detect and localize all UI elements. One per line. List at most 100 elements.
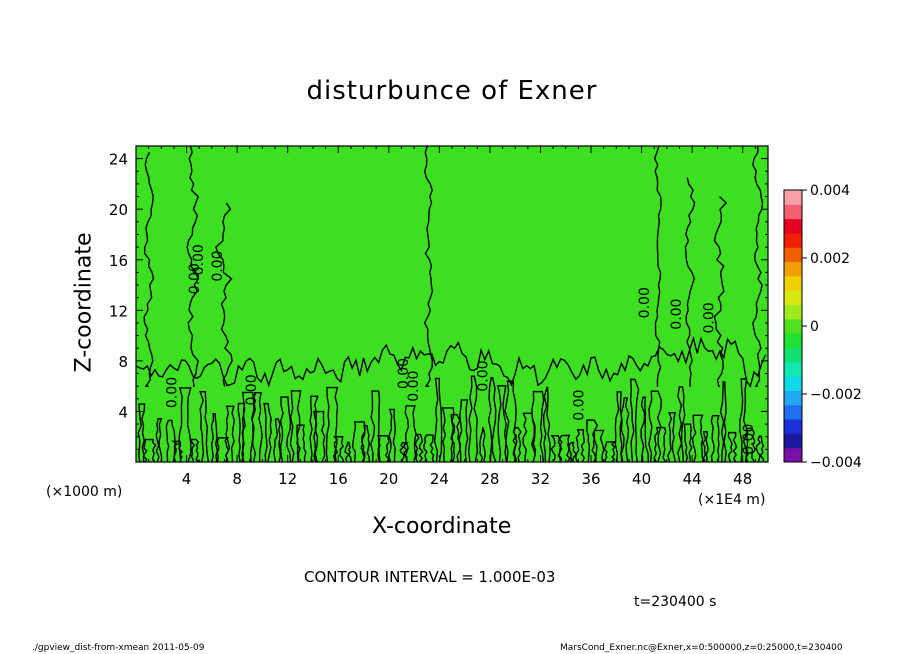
colorbar-tick-label: 0.004 <box>810 183 850 199</box>
colorbar-segment <box>784 275 802 291</box>
x-tick-label: 32 <box>531 470 550 488</box>
y-tick-label: 24 <box>109 151 128 169</box>
footer-left: ./gpview_dist-from-xmean 2011-05-09 <box>32 643 205 653</box>
contour-line <box>251 392 263 463</box>
colorbar: 0.004 0.002 0 −0.002 −0.004 <box>783 183 862 471</box>
contour-line <box>640 396 649 463</box>
x-tick-label: 20 <box>379 470 398 488</box>
contour-line <box>399 441 410 463</box>
contour-line <box>701 430 709 463</box>
contour-line <box>423 434 435 463</box>
contour-label: 0.00 <box>187 263 203 294</box>
contour-line <box>296 424 307 463</box>
chart-title: disturbunce of Exner <box>306 76 598 106</box>
colorbar-segment <box>784 304 802 320</box>
contour-line <box>752 145 764 387</box>
x-tick-label: 44 <box>683 470 702 488</box>
contour-interval-text: CONTOUR INTERVAL = 1.000E-03 <box>304 568 556 586</box>
colorbar-tick-label: 0 <box>810 319 819 335</box>
colorbar-segment <box>784 419 802 434</box>
y-tick-label: 16 <box>109 252 128 270</box>
contour-line <box>497 385 508 463</box>
colorbar-segment <box>784 218 802 234</box>
contour-line <box>710 414 720 463</box>
contour-line <box>423 145 434 387</box>
y-tick-label: 20 <box>109 201 128 219</box>
contour-line <box>745 427 757 463</box>
colorbar-tick-label: −0.004 <box>810 455 862 471</box>
contour-line <box>522 412 537 463</box>
contour-label: 0.00 <box>741 424 757 455</box>
colorbar-segment <box>784 390 802 406</box>
contour-line <box>653 426 667 463</box>
x-tick-label: 8 <box>232 470 242 488</box>
contour-label-group: 0.000.00 0.000.000.00 0.000.000.00 0.00 0.00… <box>164 244 756 455</box>
x-axis-label: X-coordinate <box>372 514 512 539</box>
colorbar-segment <box>784 333 802 348</box>
contour-line <box>531 390 545 463</box>
colorbar-segment <box>784 318 802 334</box>
contour-line <box>512 426 522 463</box>
colorbar-segment <box>784 404 802 420</box>
plot-background <box>136 146 768 462</box>
contour-line <box>433 377 443 463</box>
contour-line <box>653 145 662 387</box>
colorbar-segment <box>784 261 802 277</box>
colorbar-segment <box>784 232 802 248</box>
contour-line <box>313 410 326 463</box>
colorbar-segment <box>784 376 802 391</box>
contour-line <box>441 407 455 463</box>
contour-line <box>199 390 210 463</box>
contour-label: 0.00 <box>244 374 260 405</box>
contour-label: 0.00 <box>702 302 718 333</box>
contour-label: 0.00 <box>637 287 653 318</box>
contour-line <box>325 386 339 463</box>
contour-line <box>351 421 366 463</box>
plot-area <box>135 145 769 463</box>
x-tick-label: 36 <box>581 470 600 488</box>
colorbar-segment <box>784 290 802 306</box>
contour-line <box>603 441 618 463</box>
contour-line <box>719 381 727 463</box>
contour-line <box>155 418 163 463</box>
contour-line <box>135 335 767 388</box>
contour-line <box>360 424 371 463</box>
x-tick-label: 40 <box>632 470 651 488</box>
contour-label: 0.00 <box>210 250 226 281</box>
contour-line <box>667 411 677 463</box>
contour-line <box>137 403 146 463</box>
colorbar-segment <box>784 247 802 263</box>
x-unit-label: (×1000 m) <box>46 484 123 500</box>
y-axis-label: Z-coordinate <box>71 232 97 373</box>
contour-line <box>629 378 640 463</box>
contour-line <box>263 402 272 463</box>
contour-line <box>468 375 479 463</box>
colorbar-segment <box>784 361 802 377</box>
contour-line <box>414 433 424 463</box>
contour-line <box>210 413 219 463</box>
contour-label: 0.00 <box>571 390 587 421</box>
time-text: t=230400 s <box>634 594 717 610</box>
contour-line <box>727 431 738 463</box>
contour-label: 0.00 <box>669 299 685 330</box>
contour-line <box>309 395 319 463</box>
contour-line <box>586 419 599 463</box>
contour-line <box>755 435 765 463</box>
x-tick-label: 16 <box>329 470 348 488</box>
colorbar-segment <box>784 347 802 363</box>
contour-line <box>558 434 571 463</box>
x-tick-label: 24 <box>430 470 449 488</box>
contour-line <box>691 414 704 463</box>
colorbar-segment <box>784 433 802 449</box>
y-tick-label: 4 <box>118 403 128 421</box>
colorbar-segment <box>784 204 802 220</box>
contour-line <box>575 429 586 463</box>
contour-line <box>648 390 662 463</box>
x-axis: 4 8 12 16 20 24 28 32 36 40 44 48 <box>148 146 756 488</box>
colorbar-tick-label: −0.002 <box>810 387 862 403</box>
x-unit-label-secondary: (×1E4 m) <box>698 492 766 508</box>
contour-line <box>178 387 192 463</box>
colorbar-segment <box>784 190 802 205</box>
contour-line <box>142 438 157 463</box>
